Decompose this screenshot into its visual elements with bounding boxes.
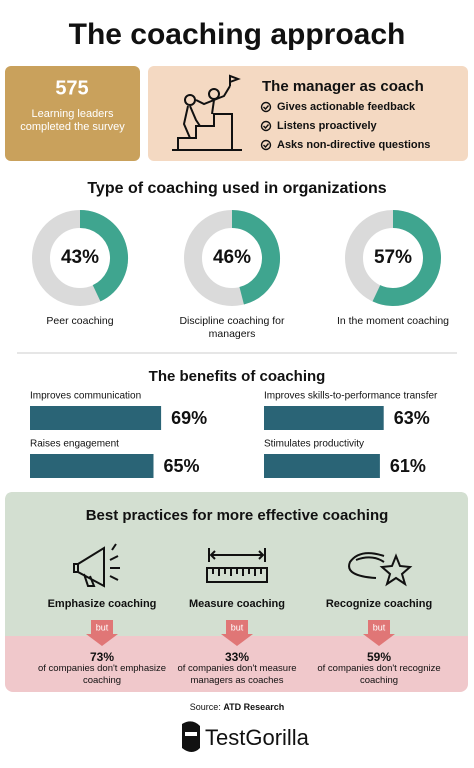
- bar-value: 63%: [394, 408, 430, 428]
- bar: [264, 454, 380, 478]
- but-text: but: [231, 622, 244, 632]
- source-name: ATD Research: [223, 702, 284, 712]
- check-mark: [263, 143, 270, 149]
- practice-value: 33%: [225, 650, 249, 664]
- donut-value: 57%: [374, 247, 412, 268]
- practice-text-box: of companies don't measure managers as c…: [177, 663, 297, 686]
- donut-label: Peer coaching: [46, 315, 114, 327]
- but-tag: [363, 620, 395, 646]
- donut-label-box: Peer coaching: [46, 315, 114, 327]
- source-prefix: Source:: [190, 702, 221, 712]
- bar-label: Stimulates productivity: [264, 439, 364, 450]
- bar-value: 61%: [390, 456, 426, 476]
- practices-title: Best practices for more effective coachi…: [86, 507, 389, 524]
- bar-value: 65%: [164, 456, 200, 476]
- practice-label: Recognize coaching: [326, 598, 432, 610]
- page-title: The coaching approach: [69, 18, 406, 51]
- donut-label-box: Discipline coaching for managers: [179, 315, 285, 340]
- check-mark: [263, 105, 270, 111]
- brand: TestGorilla: [205, 725, 310, 750]
- stat-box: [5, 66, 140, 161]
- check-icon: [260, 139, 272, 151]
- but-text: but: [96, 622, 109, 632]
- bar-value: 69%: [171, 408, 207, 428]
- donut-segment: [79, 210, 128, 302]
- stat-text: Learning leaders completed the survey: [20, 108, 125, 133]
- bar: [30, 406, 162, 430]
- donut-value: 46%: [213, 247, 251, 268]
- donut-label: Discipline coaching for managers: [179, 315, 285, 340]
- chart-title: Type of coaching used in organizations: [87, 180, 386, 197]
- check-mark: [263, 124, 270, 130]
- donut-value: 43%: [61, 247, 99, 268]
- ruler-icon: [206, 548, 268, 583]
- manager-title: The manager as coach: [262, 78, 424, 95]
- bar: [30, 454, 154, 478]
- bar-label: Improves communication: [30, 391, 141, 402]
- but-tag: [221, 620, 253, 646]
- manager-item: Listens proactively: [277, 120, 378, 132]
- check-icon: [260, 120, 272, 132]
- but-text: but: [373, 622, 386, 632]
- bar-label: Raises engagement: [30, 439, 119, 450]
- practice-value: 73%: [90, 650, 114, 664]
- manager-icon: [172, 74, 242, 151]
- practice-label: Measure coaching: [189, 598, 285, 610]
- bar: [264, 406, 384, 430]
- practice-text-box: of companies don't emphasize coaching: [37, 663, 167, 686]
- donut-segment: [372, 210, 441, 306]
- bar-label: Improves skills-to-performance transfer: [264, 391, 438, 402]
- chart-title: The benefits of coaching: [149, 368, 326, 385]
- stat-value: 575: [55, 77, 88, 99]
- manager-item: Gives actionable feedback: [277, 101, 416, 113]
- practice-text-box: of companies don't recognize coaching: [317, 663, 441, 686]
- source: Source: ATD Research: [190, 702, 284, 712]
- practice-text: of companies don't recognize coaching: [317, 663, 441, 686]
- practice-text: of companies don't emphasize coaching: [37, 663, 167, 686]
- practice-text: of companies don't measure managers as c…: [177, 663, 297, 686]
- donut-label: In the moment coaching: [336, 315, 450, 327]
- check-icon: [260, 101, 272, 113]
- practices-box-top: [5, 492, 468, 636]
- stat-text-box: Learning leaders completed the survey: [20, 108, 125, 133]
- megaphone-icon: [73, 543, 120, 588]
- donut-segment: [231, 210, 280, 305]
- but-tag: [86, 620, 118, 646]
- brand-logo: [182, 721, 200, 752]
- practice-value: 59%: [367, 650, 391, 664]
- practice-label: Emphasize coaching: [48, 598, 157, 610]
- donut-label-box: In the moment coaching: [336, 315, 450, 327]
- manager-item: Asks non-directive questions: [277, 139, 430, 151]
- star-icon: [348, 552, 413, 587]
